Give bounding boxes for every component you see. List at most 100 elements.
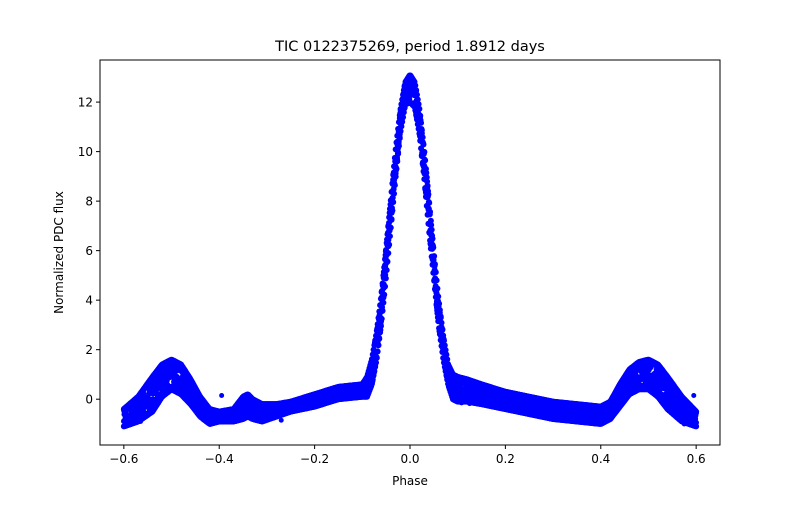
data-point — [433, 302, 440, 309]
data-point — [398, 123, 405, 130]
y-axis: 0 2 4 6 8 10 12 — [78, 96, 100, 407]
data-point — [394, 158, 401, 165]
x-axis: −0.6 −0.4 −0.2 0.0 0.2 0.4 0.6 — [109, 445, 706, 466]
x-tick-label: −0.4 — [205, 452, 234, 466]
data-point — [438, 343, 445, 350]
x-tick-label: 0.0 — [400, 452, 419, 466]
data-point — [693, 423, 700, 430]
data-point — [431, 277, 438, 284]
data-point — [429, 261, 436, 268]
data-point — [430, 269, 437, 276]
data-point — [422, 193, 429, 200]
outlier-point — [459, 400, 465, 406]
data-point — [416, 130, 423, 137]
x-axis-label: Phase — [392, 474, 428, 488]
y-axis-label: Normalized PDC flux — [52, 191, 66, 314]
data-point — [417, 137, 424, 144]
data-point — [386, 233, 393, 240]
data-point — [385, 250, 392, 257]
data-point — [420, 168, 427, 175]
data-points — [120, 72, 700, 430]
data-point — [377, 329, 384, 336]
data-point — [393, 165, 400, 172]
data-point — [426, 229, 433, 236]
data-point — [381, 291, 388, 298]
data-point — [373, 354, 380, 361]
data-point — [375, 342, 382, 349]
y-tick-label: 12 — [78, 96, 93, 110]
data-point — [400, 91, 407, 98]
data-point — [396, 135, 403, 142]
y-tick-label: 8 — [85, 195, 93, 209]
outlier-point — [278, 417, 284, 423]
y-tick-label: 4 — [85, 294, 93, 308]
data-point — [412, 107, 419, 114]
data-point — [377, 322, 384, 329]
data-point — [432, 294, 439, 301]
data-point — [369, 351, 376, 358]
x-tick-label: 0.4 — [591, 452, 610, 466]
data-point — [427, 237, 434, 244]
data-point — [418, 153, 425, 160]
data-point — [422, 184, 429, 191]
data-point — [436, 325, 443, 332]
data-point — [423, 202, 430, 209]
data-point — [413, 91, 420, 98]
data-point — [380, 299, 387, 306]
data-point — [387, 224, 394, 231]
data-point — [395, 150, 402, 157]
data-point — [384, 258, 391, 265]
data-point — [368, 356, 375, 363]
data-point — [399, 118, 406, 125]
data-point — [435, 318, 442, 325]
data-point — [382, 283, 389, 290]
data-point — [376, 335, 383, 342]
x-tick-label: −0.6 — [109, 452, 138, 466]
data-point — [421, 176, 428, 183]
data-point — [392, 173, 399, 180]
data-point — [425, 220, 432, 227]
x-tick-label: 0.6 — [687, 452, 706, 466]
data-point — [379, 307, 386, 314]
data-point — [386, 241, 393, 248]
data-point — [419, 160, 426, 167]
data-point — [399, 96, 406, 103]
data-point — [397, 128, 404, 135]
outlier-point — [467, 401, 473, 407]
data-point — [413, 111, 420, 118]
data-point — [440, 354, 447, 361]
data-point — [388, 216, 395, 223]
data-point — [382, 275, 389, 282]
data-point — [439, 348, 446, 355]
data-point — [437, 337, 444, 344]
data-point — [373, 359, 380, 366]
data-point — [424, 211, 431, 218]
data-point — [434, 310, 441, 317]
data-point — [414, 96, 421, 103]
x-tick-label: 0.2 — [496, 452, 515, 466]
chart-title: TIC 0122375269, period 1.8912 days — [274, 39, 545, 55]
outlier-point — [691, 392, 697, 398]
data-point — [436, 331, 443, 338]
y-tick-label: 0 — [85, 393, 93, 407]
data-point — [389, 207, 396, 214]
data-point — [418, 145, 425, 152]
data-point — [378, 315, 385, 322]
x-tick-label: −0.2 — [300, 452, 329, 466]
data-point — [415, 125, 422, 132]
y-tick-label: 2 — [85, 343, 93, 357]
data-point — [390, 199, 397, 206]
data-point — [395, 142, 402, 149]
data-point — [412, 82, 419, 89]
data-point — [374, 348, 381, 355]
data-point — [427, 245, 434, 252]
outlier-point — [681, 421, 687, 427]
data-point — [391, 190, 398, 197]
data-point — [413, 116, 420, 123]
data-point — [428, 253, 435, 260]
data-point — [383, 267, 390, 274]
outlier-point — [219, 392, 225, 398]
outlier-point — [138, 418, 144, 424]
